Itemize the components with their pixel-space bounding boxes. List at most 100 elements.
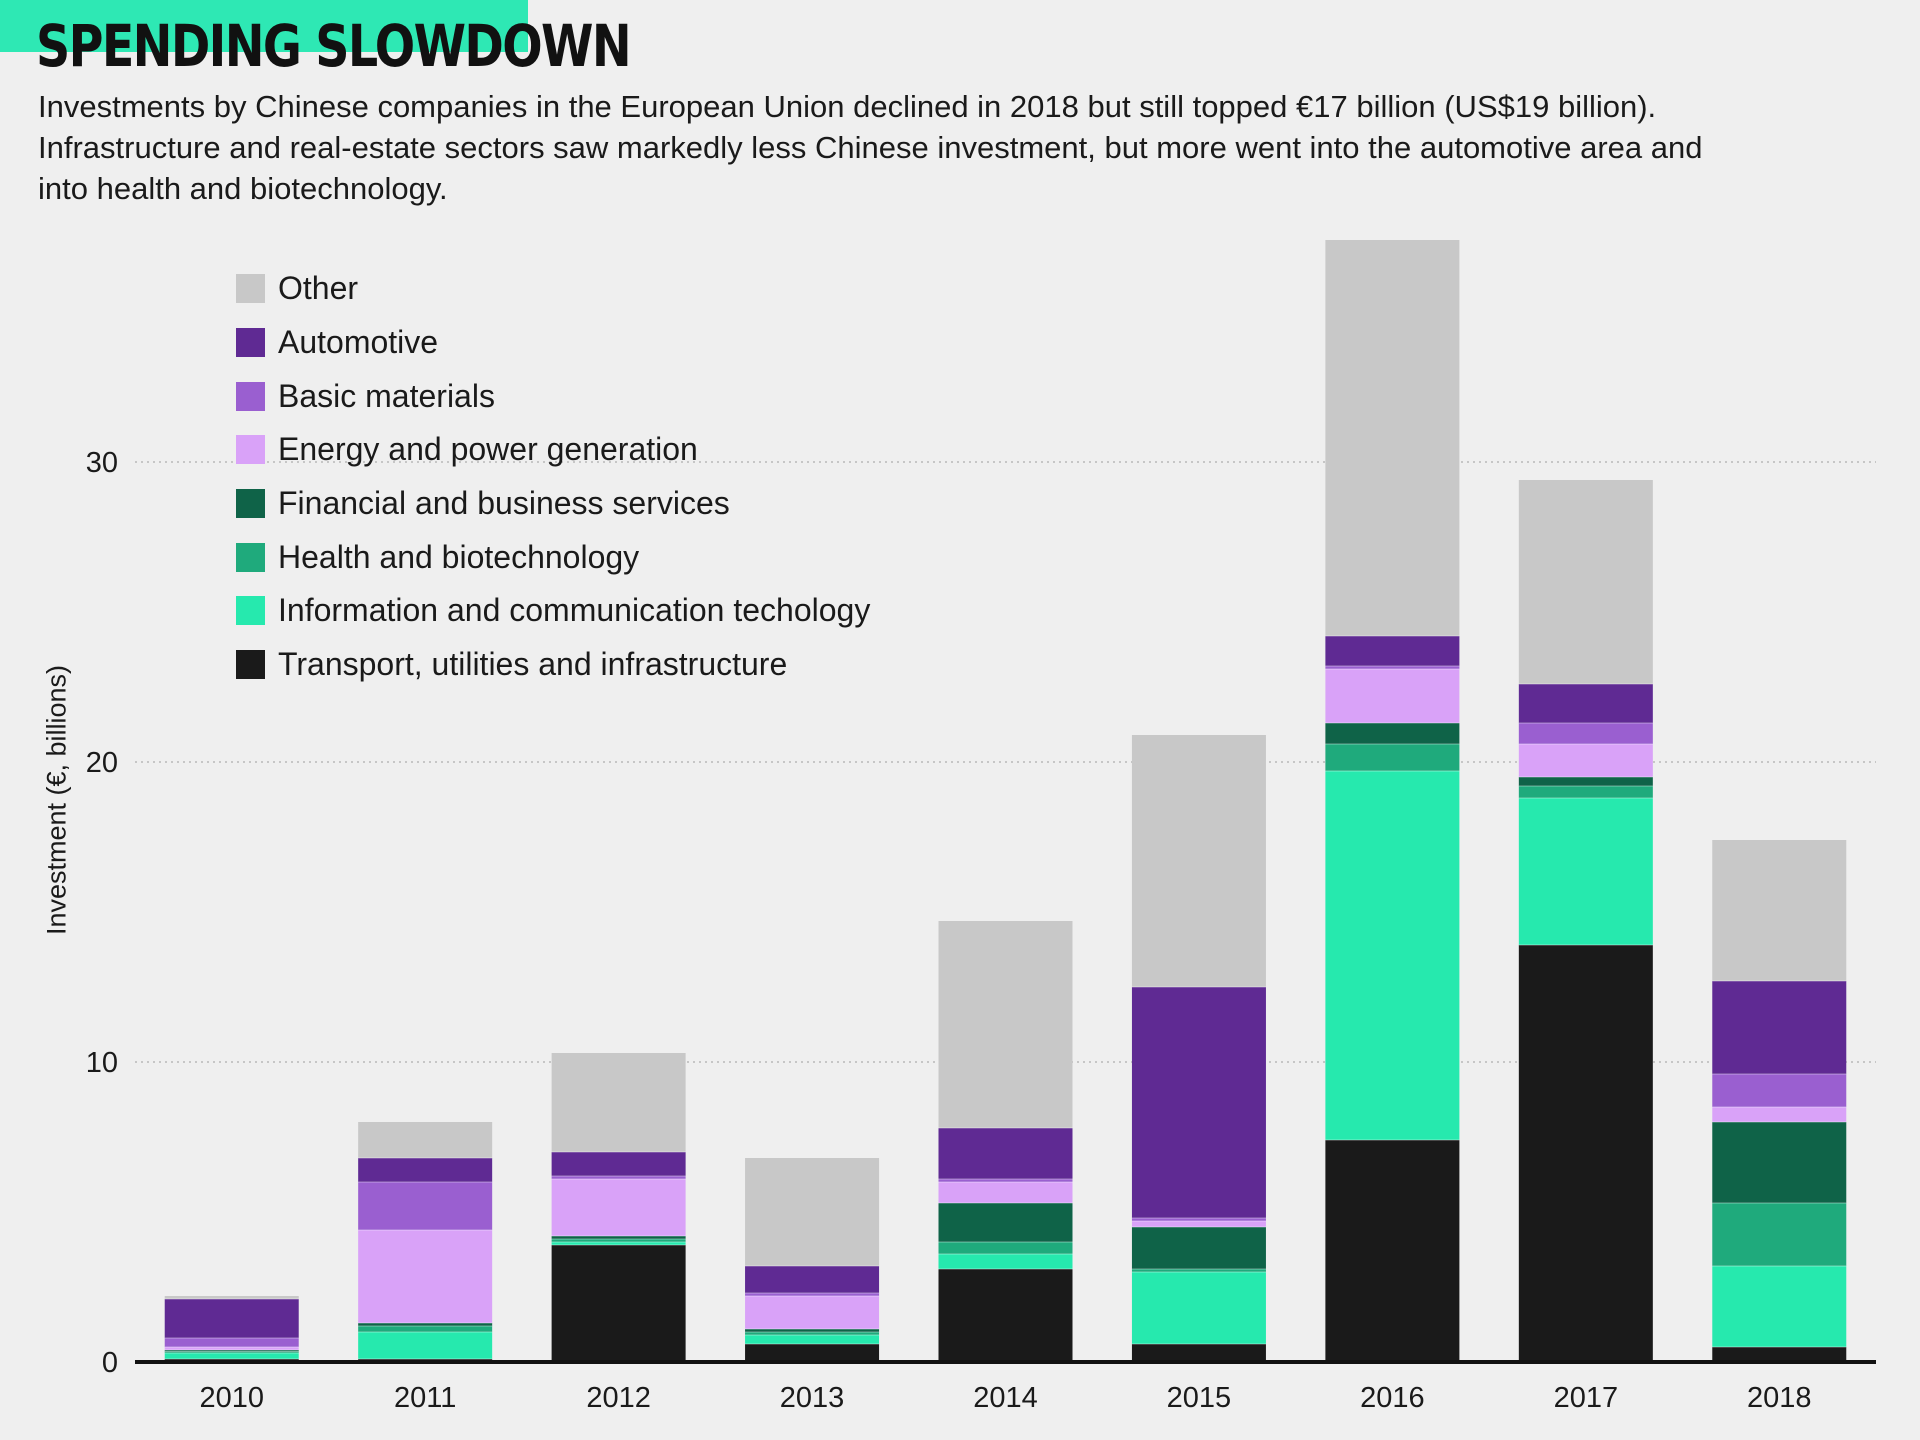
bar-segment xyxy=(1325,771,1460,1140)
y-tick-label: 30 xyxy=(86,447,118,479)
bar-segment xyxy=(1712,1266,1847,1347)
bar-segment xyxy=(1325,1140,1460,1362)
bar-segment xyxy=(164,1353,299,1359)
bar-segment xyxy=(551,1053,686,1152)
bar-segment xyxy=(745,1332,880,1335)
bar-segment xyxy=(745,1266,880,1293)
bar-segment xyxy=(938,1269,1073,1362)
bar-segment xyxy=(1518,684,1653,723)
legend-label: Information and communication techology xyxy=(278,592,871,629)
bar-segment xyxy=(938,1203,1073,1242)
bar-segment xyxy=(1712,1347,1847,1362)
bar-segment xyxy=(745,1329,880,1332)
legend: Other Automotive Basic materials Energy and… xyxy=(236,262,870,692)
legend-item: Information and communication techology xyxy=(236,584,870,638)
legend-swatch xyxy=(236,381,265,411)
bar-segment xyxy=(1712,1203,1847,1266)
bar-segment xyxy=(1131,1227,1266,1269)
bar-segment xyxy=(1518,786,1653,798)
x-tick-label: 2011 xyxy=(394,1382,456,1414)
bar-segment xyxy=(745,1293,880,1296)
bar-segment xyxy=(1712,1107,1847,1122)
x-tick-label: 2012 xyxy=(586,1382,651,1414)
axes: 0 10 20 30 2010 2011 2012 2013 2014 2015 2016 2017 2… xyxy=(86,447,1876,1414)
legend-item: Energy and power generation xyxy=(236,423,870,477)
bar-segment xyxy=(1518,744,1653,777)
bar-segment xyxy=(358,1158,493,1182)
legend-swatch xyxy=(236,596,265,626)
y-tick-label: 0 xyxy=(102,1347,118,1379)
x-tick-label: 2017 xyxy=(1554,1382,1619,1414)
bar-segment xyxy=(1518,777,1653,786)
y-tick-label: 20 xyxy=(86,747,118,779)
x-tick-label: 2010 xyxy=(199,1382,264,1414)
legend-item: Automotive xyxy=(236,316,870,370)
legend-swatch xyxy=(236,328,265,358)
bar-segment xyxy=(358,1326,493,1332)
bar-segment xyxy=(358,1230,493,1323)
bar-segment xyxy=(551,1176,686,1179)
bar-segment xyxy=(745,1335,880,1344)
bar-segment xyxy=(358,1122,493,1158)
bar-segment xyxy=(164,1299,299,1338)
bar-segment xyxy=(551,1179,686,1236)
bar-segment xyxy=(1131,1218,1266,1221)
x-tick-label: 2015 xyxy=(1167,1382,1232,1414)
bar-segment xyxy=(358,1323,493,1326)
chart-subtitle: Investments by Chinese companies in the … xyxy=(38,89,1703,206)
bar-segment xyxy=(1325,666,1460,669)
bar-segment xyxy=(1131,1344,1266,1362)
x-tick-label: 2018 xyxy=(1747,1382,1812,1414)
legend-label: Transport, utilities and infrastructure xyxy=(278,646,788,683)
bar-segment xyxy=(1131,987,1266,1218)
bar-segment xyxy=(1712,840,1847,981)
bar-segment xyxy=(358,1332,493,1359)
bar-segment xyxy=(164,1347,299,1350)
bar-segment xyxy=(1131,1272,1266,1344)
bar-segment xyxy=(938,921,1073,1128)
bar-segment xyxy=(938,1254,1073,1269)
bar-segment xyxy=(1325,636,1460,666)
legend-label: Financial and business services xyxy=(278,485,730,522)
bar-segment xyxy=(1518,480,1653,684)
legend-item: Financial and business services xyxy=(236,477,870,531)
bar-segment xyxy=(1712,1074,1847,1107)
bar-segment xyxy=(1712,981,1847,1074)
bar-segment xyxy=(1325,669,1460,723)
bar-segment xyxy=(358,1182,493,1230)
bar-segment xyxy=(1131,1221,1266,1227)
x-tick-label: 2014 xyxy=(973,1382,1038,1414)
legend-swatch xyxy=(236,435,265,465)
bar-segment xyxy=(938,1179,1073,1182)
bar-segment xyxy=(164,1296,299,1299)
legend-item: Basic materials xyxy=(236,369,870,423)
bar-segment xyxy=(1325,744,1460,771)
bar-segment xyxy=(745,1344,880,1362)
legend-label: Health and biotechnology xyxy=(278,538,640,575)
bar-segment xyxy=(164,1351,299,1353)
bar-segment xyxy=(1518,945,1653,1362)
legend-label: Basic materials xyxy=(278,377,495,414)
legend-label: Automotive xyxy=(278,324,439,361)
legend-swatch xyxy=(236,489,265,519)
bar-segment xyxy=(551,1236,686,1239)
bar-segment xyxy=(1325,240,1460,636)
y-axis-label: Investment (€, billions) xyxy=(41,664,72,936)
bar-segment xyxy=(938,1242,1073,1254)
bar-segment xyxy=(1131,1269,1266,1272)
bar-segment xyxy=(551,1239,686,1242)
bar-segment xyxy=(1518,798,1653,945)
bar-segment xyxy=(551,1152,686,1176)
legend-label: Energy and power generation xyxy=(278,431,698,468)
bar-segment xyxy=(938,1182,1073,1203)
legend-item: Other xyxy=(236,262,870,316)
bar-segment xyxy=(1518,723,1653,744)
legend-label: Other xyxy=(278,270,359,307)
bar-segment xyxy=(1712,1122,1847,1203)
bar-segment xyxy=(164,1338,299,1347)
bar-segment xyxy=(1325,723,1460,744)
legend-item: Health and biotechnology xyxy=(236,530,870,584)
bar-segment xyxy=(551,1242,686,1245)
legend-swatch xyxy=(236,650,265,680)
bar-segment xyxy=(745,1296,880,1329)
